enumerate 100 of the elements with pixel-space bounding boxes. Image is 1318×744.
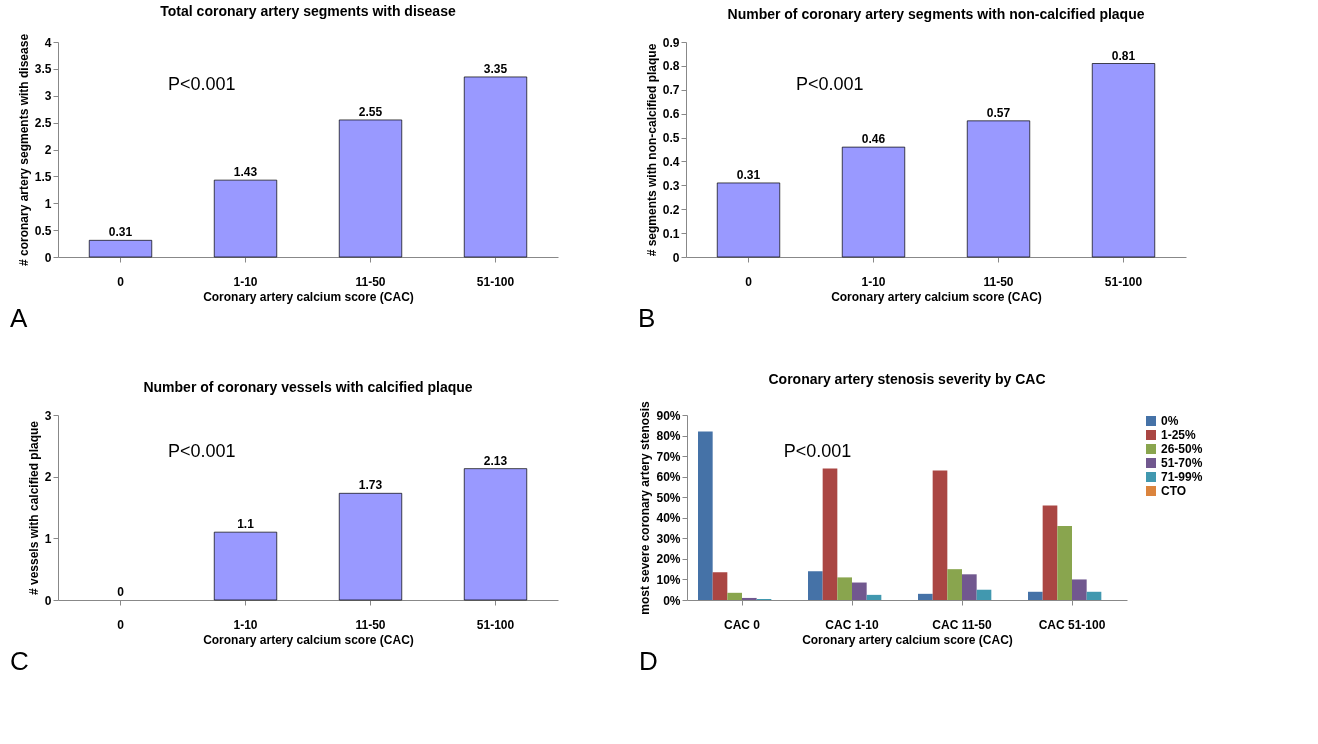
legend-label: 0% [1161,414,1179,428]
legend-label: 26-50% [1161,442,1203,456]
bar [712,572,728,600]
chart-title: Coronary artery stenosis severity by CAC [768,370,1046,387]
x-axis-title: Coronary artery calcium score (CAC) [203,289,414,304]
bar [463,468,528,601]
data-label: 0 [117,585,125,599]
bar [716,182,781,258]
bar [727,592,742,600]
bar [1086,591,1102,600]
bar [1042,505,1058,600]
y-tick-label: 1.5 [34,169,52,184]
x-tick-label: 0 [745,274,753,289]
bar [918,593,933,600]
y-axis-title: # coronary artery segments with disease [16,33,31,267]
annotation: P<0.001 [783,441,852,461]
x-tick-label: 0 [117,274,125,289]
x-tick-label: 11-50 [983,274,1014,289]
y-tick-label: 3.5 [34,62,52,77]
y-tick-label: 0 [672,250,680,265]
bar [213,179,278,258]
y-axis-title: most severe coronary artery stenosis [638,400,653,615]
data-label: 3.35 [483,61,508,76]
bar [866,594,882,600]
data-label: 2.13 [483,453,508,468]
y-tick-label: 0.6 [662,107,680,122]
x-tick-label: 1-10 [233,274,258,289]
data-label: 0.57 [986,105,1011,120]
bar [976,589,992,600]
x-axis-title: Coronary artery calcium score (CAC) [802,632,1013,647]
bar [1028,591,1043,600]
x-axis-title: Coronary artery calcium score (CAC) [831,289,1042,304]
bar [822,468,838,600]
y-tick-label: 3 [44,408,52,423]
x-axis-title: Coronary artery calcium score (CAC) [203,632,414,647]
bar [837,577,852,600]
legend-label: 1-25% [1161,428,1197,442]
data-label: 0.46 [861,132,886,147]
bar [742,597,757,600]
x-tick-label: 51-100 [1104,274,1143,289]
bar [338,119,403,258]
bar [808,571,823,600]
y-tick-label: 0.9 [662,35,680,50]
data-label: 0.31 [736,167,761,182]
chart-title: Number of coronary artery segments with non-calcified plaque [727,6,1145,22]
y-tick-label: 0% [663,593,681,608]
bar [1091,63,1156,258]
x-tick-label: CAC 51-100 [1038,617,1106,632]
y-tick-label: 0.5 [662,131,680,146]
x-tick-label: CAC 11-50 [932,617,992,632]
annotation: P<0.001 [168,441,236,461]
y-tick-label: 0.3 [662,178,680,193]
data-label: 1.43 [233,165,258,180]
bar [338,492,403,601]
x-tick-label: 51-100 [476,274,515,289]
bar [1057,526,1072,600]
y-axis-title: # vessels with calcified plaque [26,420,41,596]
bar [932,470,948,600]
y-tick-label: 2.5 [34,116,52,131]
chart-title: Number of coronary vessels with calcified plaque [143,379,473,395]
y-tick-label: 50% [656,490,681,505]
y-tick-label: 10% [656,572,681,587]
y-tick-label: 70% [656,449,681,464]
data-label: 0.81 [1111,48,1136,63]
data-label: 0.31 [108,225,133,240]
y-tick-label: 1 [44,531,52,546]
y-tick-label: 20% [656,552,681,567]
y-tick-label: 40% [656,511,681,526]
x-tick-label: CAC 0 [723,617,761,632]
x-tick-label: 0 [117,617,125,632]
bar [1072,579,1087,600]
y-tick-label: 0 [44,250,52,265]
legend-label: 51-70% [1161,456,1203,470]
y-tick-label: 0.2 [662,202,680,217]
bar [88,239,153,258]
data-label: 2.55 [358,104,383,119]
y-tick-label: 0.5 [34,223,52,238]
legend-label: 71-99% [1161,470,1203,484]
bar [962,574,977,600]
x-tick-label: 11-50 [355,274,386,289]
x-tick-label: 1-10 [861,274,886,289]
text: C [10,646,29,676]
data-label: 1.1 [237,517,255,532]
x-tick-label: CAC 1-10 [825,617,879,632]
bar [947,569,962,600]
y-tick-label: 1 [44,196,52,211]
y-tick-label: 2 [44,470,52,485]
y-tick-label: 2 [44,143,52,157]
bar [698,431,713,600]
legend-label: CTO [1161,484,1187,498]
bar [213,531,278,601]
x-tick-label: 11-50 [355,617,386,632]
bar [463,76,528,258]
y-axis-title: # segments with non-calcified plaque [644,43,659,257]
bar [841,146,906,258]
y-tick-label: 0.8 [662,59,680,74]
data-label: 1.73 [358,478,383,493]
chart-title: Total coronary artery segments with disease [160,3,456,20]
y-tick-label: 60% [656,470,681,485]
y-tick-label: 90% [656,408,681,423]
